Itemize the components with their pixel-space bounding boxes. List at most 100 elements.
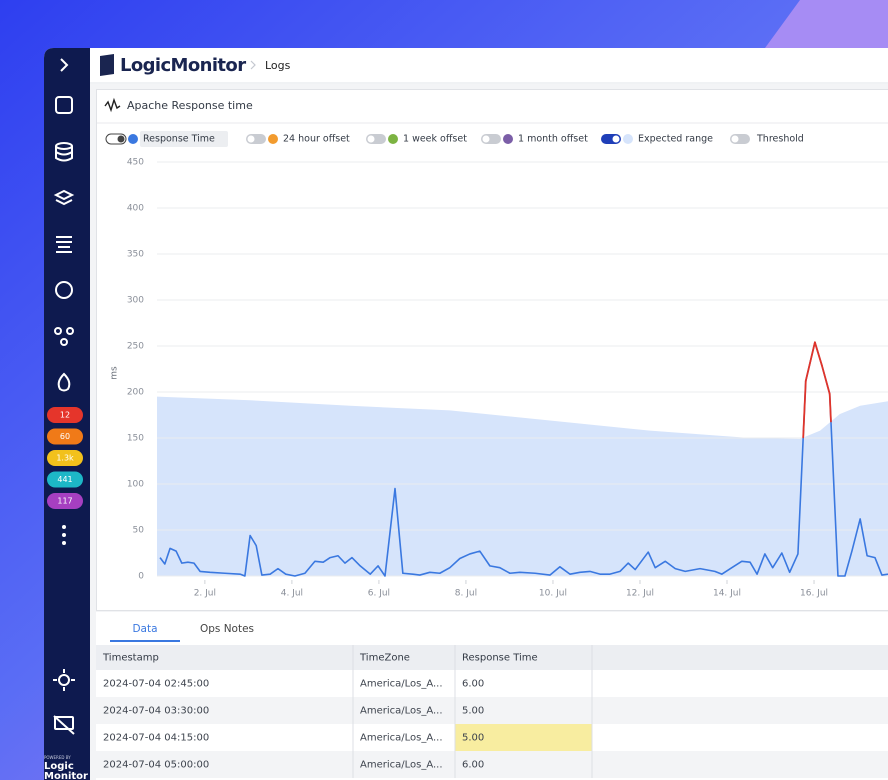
x-tick-label: 14. Jul <box>713 589 741 599</box>
x-tick-label: 8. Jul <box>455 589 477 599</box>
column-header[interactable]: TimeZone <box>359 653 410 664</box>
table-cell: America/Los_A... <box>360 706 443 717</box>
toggle-knob <box>367 135 375 143</box>
y-axis-label: ms <box>110 366 120 380</box>
chart-title: Apache Response time <box>127 99 253 112</box>
y-tick-label: 250 <box>127 342 144 352</box>
above-range-segment <box>802 380 807 439</box>
y-tick-label: 150 <box>127 434 144 444</box>
tabs: Data Ops Notes <box>110 623 254 642</box>
nav-topology[interactable] <box>54 327 62 335</box>
table-row <box>96 670 888 697</box>
table-cell: 2024-07-04 03:30:00 <box>103 706 209 717</box>
sidebar-icons <box>53 58 75 735</box>
table-cell: 2024-07-04 05:00:00 <box>103 760 209 771</box>
table-cell: America/Los_A... <box>360 679 443 690</box>
above-range-segment <box>828 392 832 423</box>
nav-alerts[interactable] <box>57 372 71 392</box>
alert-badge-label: 441 <box>57 475 72 484</box>
logo-icon <box>100 54 114 76</box>
alert-badge-label: 117 <box>57 497 72 506</box>
more-icon[interactable] <box>62 525 66 545</box>
table-row <box>96 751 888 778</box>
legend-label[interactable]: Response Time <box>143 134 215 145</box>
y-tick-label: 50 <box>133 526 145 536</box>
toggle-knob <box>117 135 125 143</box>
legend-label[interactable]: 1 week offset <box>403 134 467 145</box>
legend-swatch <box>128 134 138 144</box>
nav-layers[interactable] <box>53 189 75 206</box>
brand: LogicMonitor <box>120 55 246 76</box>
tab[interactable]: Ops Notes <box>200 623 254 635</box>
alert-badge-label: 60 <box>60 432 70 441</box>
tab[interactable]: Data <box>132 623 157 635</box>
alert-badge-label: 1.3k <box>56 454 74 463</box>
sidebar-brand: Logic <box>44 761 74 772</box>
table-cell: America/Los_A... <box>360 760 443 771</box>
breadcrumb-separator <box>250 60 256 70</box>
x-tick-label: 12. Jul <box>626 589 654 599</box>
y-tick-label: 350 <box>127 250 144 260</box>
x-tick-label: 4. Jul <box>281 589 303 599</box>
y-tick-label: 450 <box>127 158 144 168</box>
legend-label[interactable]: Threshold <box>756 134 804 145</box>
toggle-knob <box>612 135 620 143</box>
nav-logs[interactable] <box>56 236 72 253</box>
legend-label[interactable]: Expected range <box>638 134 713 145</box>
expand-icon[interactable] <box>60 58 69 72</box>
toggle-knob <box>731 135 739 143</box>
alert-badge[interactable] <box>47 407 83 423</box>
x-tick-label: 10. Jul <box>539 589 567 599</box>
column-header[interactable]: Response Time <box>462 653 538 664</box>
table-cell: America/Los_A... <box>360 733 443 744</box>
above-range-segment <box>804 341 816 382</box>
x-tick-label: 6. Jul <box>368 589 390 599</box>
y-tick-label: 400 <box>127 204 144 214</box>
settings-icon[interactable] <box>53 669 75 691</box>
x-tick-label: 2. Jul <box>194 589 216 599</box>
data-table: Timestamp TimeZone Response Time 2024-07-04… <box>96 645 888 778</box>
y-tick-label: 300 <box>127 296 144 306</box>
legend-hover <box>140 131 228 147</box>
screen-icon[interactable] <box>54 716 74 730</box>
breadcrumb[interactable]: Logs <box>265 59 291 72</box>
chart: 0 50 100 150 200 250 300 350 400 450 2. Jul 4. Jul 6… <box>105 131 888 599</box>
x-tick-label: 16. Jul <box>800 589 828 599</box>
above-range-segment <box>820 364 831 395</box>
alert-badge[interactable] <box>47 450 83 466</box>
powered-by: POWERED BY <box>44 755 71 760</box>
alert-badge[interactable] <box>47 493 83 509</box>
table-cell: 6.00 <box>462 760 484 771</box>
legend-swatch <box>268 134 278 144</box>
table-cell: 2024-07-04 04:15:00 <box>103 733 209 744</box>
toggle-knob <box>482 135 490 143</box>
tab-underline <box>110 640 180 642</box>
highlighted-cell <box>455 724 592 751</box>
sidebar-brand: Monitor <box>44 771 88 780</box>
y-tick-label: 0 <box>138 572 144 582</box>
legend-swatch <box>503 134 513 144</box>
expected-range-area <box>157 396 888 576</box>
nav-dashboards[interactable] <box>55 96 73 114</box>
y-tick-label: 100 <box>127 480 144 490</box>
y-tick-label: 200 <box>127 388 144 398</box>
table-cell: 5.00 <box>462 706 484 717</box>
column-header[interactable]: Timestamp <box>102 653 159 664</box>
table-cell: 2024-07-04 02:45:00 <box>103 679 209 690</box>
alert-badge[interactable] <box>47 428 83 445</box>
alert-badge[interactable] <box>47 471 83 488</box>
panel-icon <box>104 97 121 113</box>
above-range-segment <box>814 341 823 367</box>
legend-swatch <box>623 134 633 144</box>
table-cell: 5.00 <box>462 733 484 744</box>
background-accent <box>765 0 888 48</box>
legend-label[interactable]: 24 hour offset <box>283 134 350 145</box>
table-row <box>96 697 888 724</box>
toggle-knob <box>247 135 255 143</box>
table-cell: 6.00 <box>462 679 484 690</box>
legend-label[interactable]: 1 month offset <box>518 134 588 145</box>
alert-badge-label: 12 <box>60 411 70 420</box>
nav-websites[interactable] <box>55 281 73 299</box>
table-header <box>96 645 888 670</box>
